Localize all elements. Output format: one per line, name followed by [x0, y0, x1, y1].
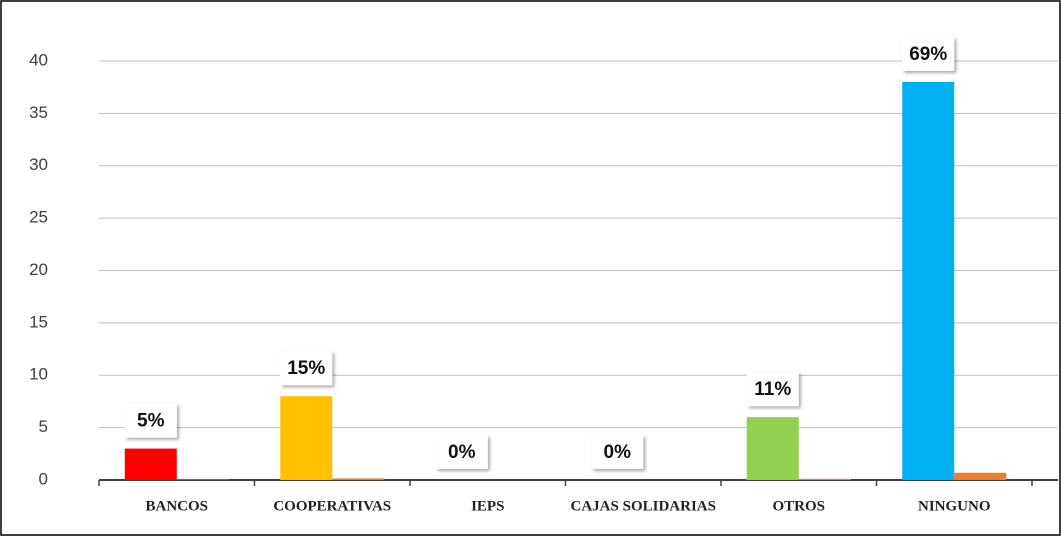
y-tick-label: 35	[29, 103, 48, 122]
value-label: 0%	[591, 435, 644, 469]
x-tick-label: NINGUNO	[918, 498, 991, 514]
x-tick-label: IEPS	[471, 498, 504, 514]
bar	[746, 417, 799, 480]
y-tick-label: 0	[39, 469, 48, 488]
value-label-box	[902, 36, 955, 71]
bar	[124, 448, 177, 480]
value-label-box	[435, 435, 488, 469]
value-label-box	[124, 403, 177, 438]
y-tick-label: 15	[29, 312, 48, 331]
y-tick-label: 25	[29, 208, 48, 227]
value-label: 5%	[124, 403, 177, 438]
value-label-box	[280, 351, 333, 386]
x-tick-label: OTROS	[772, 498, 825, 514]
bar	[798, 478, 851, 480]
value-label-text: 15%	[287, 358, 325, 379]
value-label-box	[591, 435, 644, 469]
value-label-text: 5%	[137, 411, 165, 432]
value-label-box	[746, 372, 799, 407]
value-label-text: 69%	[909, 44, 947, 65]
bar	[902, 81, 955, 480]
bar	[954, 472, 1007, 480]
value-label: 11%	[746, 372, 799, 407]
bar	[332, 478, 385, 480]
value-label-text: 11%	[754, 379, 791, 400]
y-tick-label: 40	[29, 50, 48, 69]
bar	[280, 396, 333, 480]
x-tick-label: BANCOS	[145, 498, 208, 514]
value-label-text: 0%	[448, 442, 476, 463]
value-label-text: 0%	[604, 442, 632, 463]
x-tick-label: CAJAS SOLIDARIAS	[571, 498, 716, 514]
value-label: 15%	[280, 351, 333, 386]
y-tick-label: 5	[39, 417, 48, 436]
value-label: 0%	[435, 435, 488, 469]
plot: 0 5 10 15 20 25 30 35 40 BANCOS 5% COOPERATIVAS 15% I…	[29, 36, 1058, 514]
x-tick-label: COOPERATIVAS	[273, 498, 391, 514]
y-tick-label: 30	[29, 155, 48, 174]
y-tick-label: 10	[29, 365, 48, 384]
y-tick-label: 20	[29, 260, 48, 279]
bar	[176, 479, 229, 480]
value-label: 69%	[902, 36, 955, 71]
